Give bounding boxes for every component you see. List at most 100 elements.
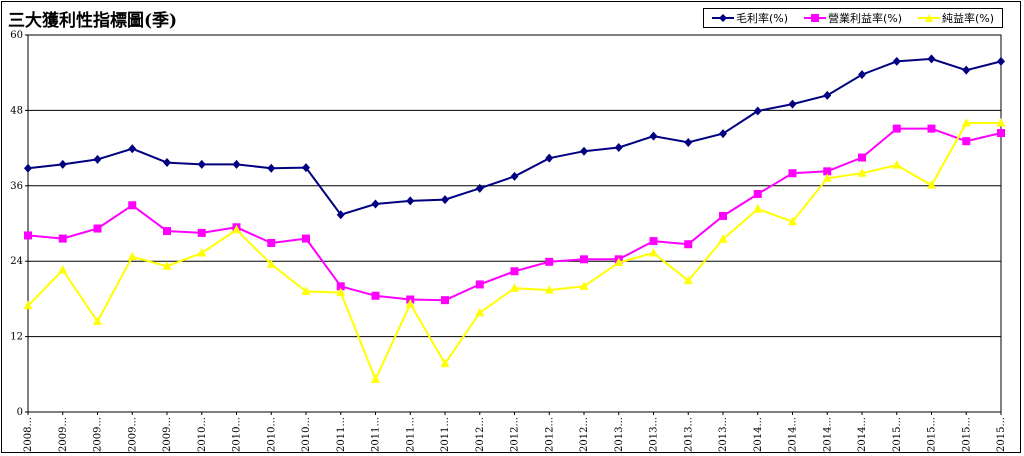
data-point-triangle — [301, 286, 311, 295]
x-tick-label: 2011... — [440, 417, 451, 452]
legend-entry-net-margin: 純益率(%) — [917, 10, 995, 26]
x-tick-label: 2015... — [961, 417, 972, 452]
chart-title: 三大獲利性指標圖(季) — [8, 11, 178, 31]
x-tick-label: 2014... — [788, 417, 799, 452]
y-tick-label: 36 — [10, 181, 23, 192]
data-point-diamond — [649, 131, 658, 141]
x-tick-label: 2015... — [996, 417, 1007, 452]
data-point-diamond — [962, 65, 971, 75]
x-tick-label: 2013... — [614, 417, 625, 452]
x-tick-label: 2011... — [371, 417, 382, 452]
data-point-diamond — [614, 142, 623, 152]
data-point-triangle — [961, 117, 971, 127]
data-point-diamond — [580, 146, 588, 156]
data-point-square — [823, 167, 832, 176]
data-point-square — [336, 282, 345, 291]
x-tick-label: 2010... — [197, 417, 208, 452]
legend-label-net-margin: 純益率(%) — [941, 12, 995, 25]
data-point-triangle — [23, 300, 33, 310]
data-point-triangle — [440, 358, 450, 368]
data-point-square — [927, 124, 936, 133]
data-point-diamond — [371, 199, 380, 209]
data-point-diamond — [58, 159, 67, 169]
data-point-square — [475, 280, 484, 289]
x-tick-label: 2010... — [266, 417, 277, 452]
y-tick-label: 12 — [10, 332, 23, 343]
data-point-triangle — [822, 173, 832, 182]
x-tick-label: 2009... — [58, 417, 69, 452]
data-point-square — [753, 189, 762, 198]
plot-area — [27, 34, 1002, 413]
data-point-triangle — [162, 261, 172, 270]
data-point-square — [302, 234, 310, 243]
data-point-square — [24, 231, 32, 240]
data-point-diamond — [406, 196, 415, 206]
data-point-diamond — [197, 159, 206, 169]
data-point-triangle — [371, 374, 380, 383]
legend-entry-gross-margin: 毛利率(%) — [711, 10, 789, 26]
data-point-triangle — [788, 216, 797, 226]
legend-label-gross-margin: 毛利率(%) — [735, 12, 789, 25]
x-tick-label: 2014... — [753, 417, 764, 452]
y-tick-label: 24 — [10, 256, 23, 267]
y-tick-label: 60 — [10, 30, 23, 41]
data-point-square — [649, 237, 658, 246]
data-point-triangle — [857, 168, 867, 177]
data-point-diamond — [302, 163, 310, 173]
x-tick-label: 2012... — [510, 417, 521, 452]
data-point-triangle — [614, 257, 624, 266]
data-point-triangle — [405, 298, 415, 308]
x-tick-label: 2013... — [683, 417, 694, 452]
data-point-diamond — [441, 195, 449, 205]
x-tick-label: 2013... — [718, 417, 729, 452]
x-tick-label: 2011... — [405, 417, 416, 452]
x-tick-label: 2012... — [579, 417, 590, 452]
x-tick-label: 2013... — [649, 417, 660, 452]
data-point-triangle — [58, 264, 68, 274]
x-tick-label: 2012... — [544, 417, 555, 452]
data-point-diamond — [128, 144, 137, 154]
data-point-square — [267, 238, 276, 247]
data-point-diamond — [823, 90, 832, 100]
x-tick-label: 2009... — [162, 417, 173, 452]
data-point-square — [580, 255, 588, 264]
data-point-diamond — [997, 56, 1005, 66]
data-point-triangle — [475, 307, 485, 317]
series-line-0 — [27, 57, 1002, 216]
data-point-square — [441, 296, 449, 305]
x-tick-label: 2009... — [127, 417, 138, 452]
data-point-triangle — [232, 224, 241, 234]
data-point-diamond — [719, 129, 727, 139]
data-point-square — [93, 224, 102, 233]
legend-entry-operating-margin: 營業利益率(%) — [803, 10, 903, 26]
x-tick-label: 2014... — [822, 417, 833, 452]
x-tick-label: 2015... — [892, 417, 903, 452]
data-point-square — [163, 227, 171, 236]
x-tick-label: 2010... — [232, 417, 243, 452]
data-point-diamond — [336, 210, 345, 220]
data-point-triangle — [127, 251, 137, 261]
y-tick-label: 0 — [17, 407, 23, 418]
x-tick-label: 2011... — [336, 417, 347, 452]
data-point-diamond — [267, 163, 276, 173]
y-tick-label: 48 — [10, 105, 23, 116]
x-tick-label: 2010... — [301, 417, 312, 452]
data-point-triangle — [683, 275, 693, 285]
legend-swatch-square-icon — [803, 14, 826, 22]
data-point-triangle — [649, 248, 658, 257]
x-tick-label: 2015... — [927, 417, 938, 452]
legend-label-operating-margin: 營業利益率(%) — [827, 12, 903, 25]
data-point-triangle — [996, 117, 1006, 127]
data-point-diamond — [927, 54, 936, 64]
data-point-square — [719, 211, 727, 220]
legend-swatch-triangle-icon — [917, 14, 940, 22]
data-point-triangle — [544, 285, 554, 294]
data-point-triangle — [197, 248, 207, 257]
x-tick-label: 2008... — [23, 417, 34, 452]
data-point-square — [858, 153, 866, 162]
data-point-square — [197, 228, 206, 237]
data-point-square — [892, 124, 901, 133]
data-point-diamond — [93, 154, 102, 164]
